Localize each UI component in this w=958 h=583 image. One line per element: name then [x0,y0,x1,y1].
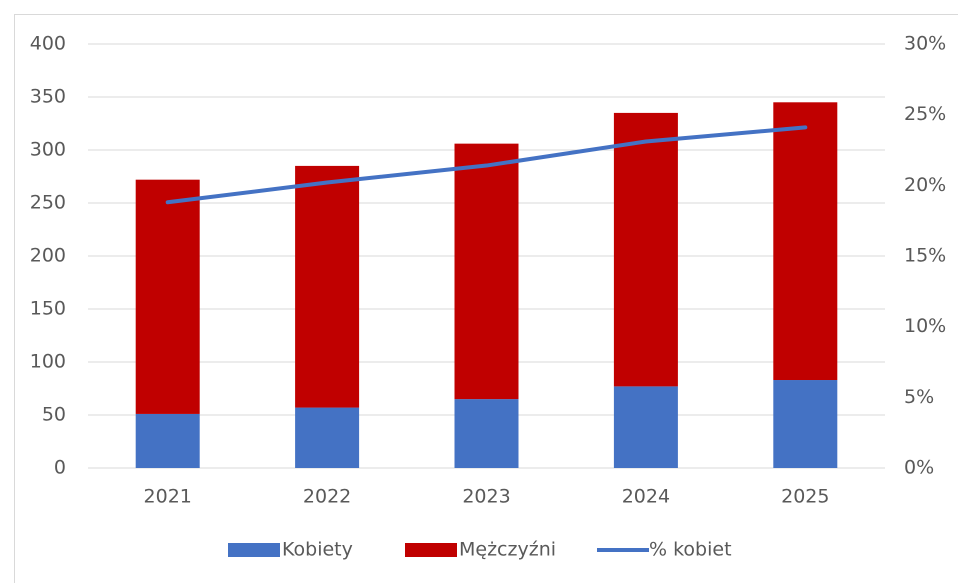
y2-tick-label: 15% [904,245,946,267]
y2-tick-label: 5% [904,386,934,408]
y-tick-label: 0 [54,457,66,479]
bar-segment [135,413,200,468]
legend-label: Mężczyźni [459,539,556,561]
legend-swatch [405,543,457,557]
bar-segment [454,143,519,400]
y-tick-label: 100 [30,351,66,373]
y-tick-label: 50 [42,404,66,426]
line-series [165,125,808,205]
x-tick-label: 2021 [144,486,192,508]
y-tick-label: 300 [30,139,66,161]
y2-tick-label: 20% [904,174,946,196]
bar-segment [773,380,838,468]
legend-label: Kobiety [282,539,353,561]
bar-segment [295,165,360,408]
bar-segment [613,386,678,468]
y-tick-label: 150 [30,298,66,320]
bar-segment [454,399,519,468]
legend-label: % kobiet [649,539,732,561]
bar-segment [613,112,678,387]
legend-swatch [228,543,280,557]
bar-segment [773,102,838,381]
y-tick-label: 350 [30,86,66,108]
x-tick-label: 2024 [622,486,670,508]
y2-tick-label: 25% [904,103,946,125]
y-tick-label: 250 [30,192,66,214]
x-tick-label: 2022 [303,486,351,508]
bar-segment [295,407,360,468]
y2-tick-label: 0% [904,457,934,479]
x-tick-label: 2023 [462,486,510,508]
x-tick-label: 2025 [781,486,829,508]
y2-tick-label: 10% [904,315,946,337]
y2-tick-label: 30% [904,33,946,55]
bar-segment [135,179,200,414]
y-tick-label: 400 [30,33,66,55]
chart-frame [14,14,958,583]
y-tick-label: 200 [30,245,66,267]
